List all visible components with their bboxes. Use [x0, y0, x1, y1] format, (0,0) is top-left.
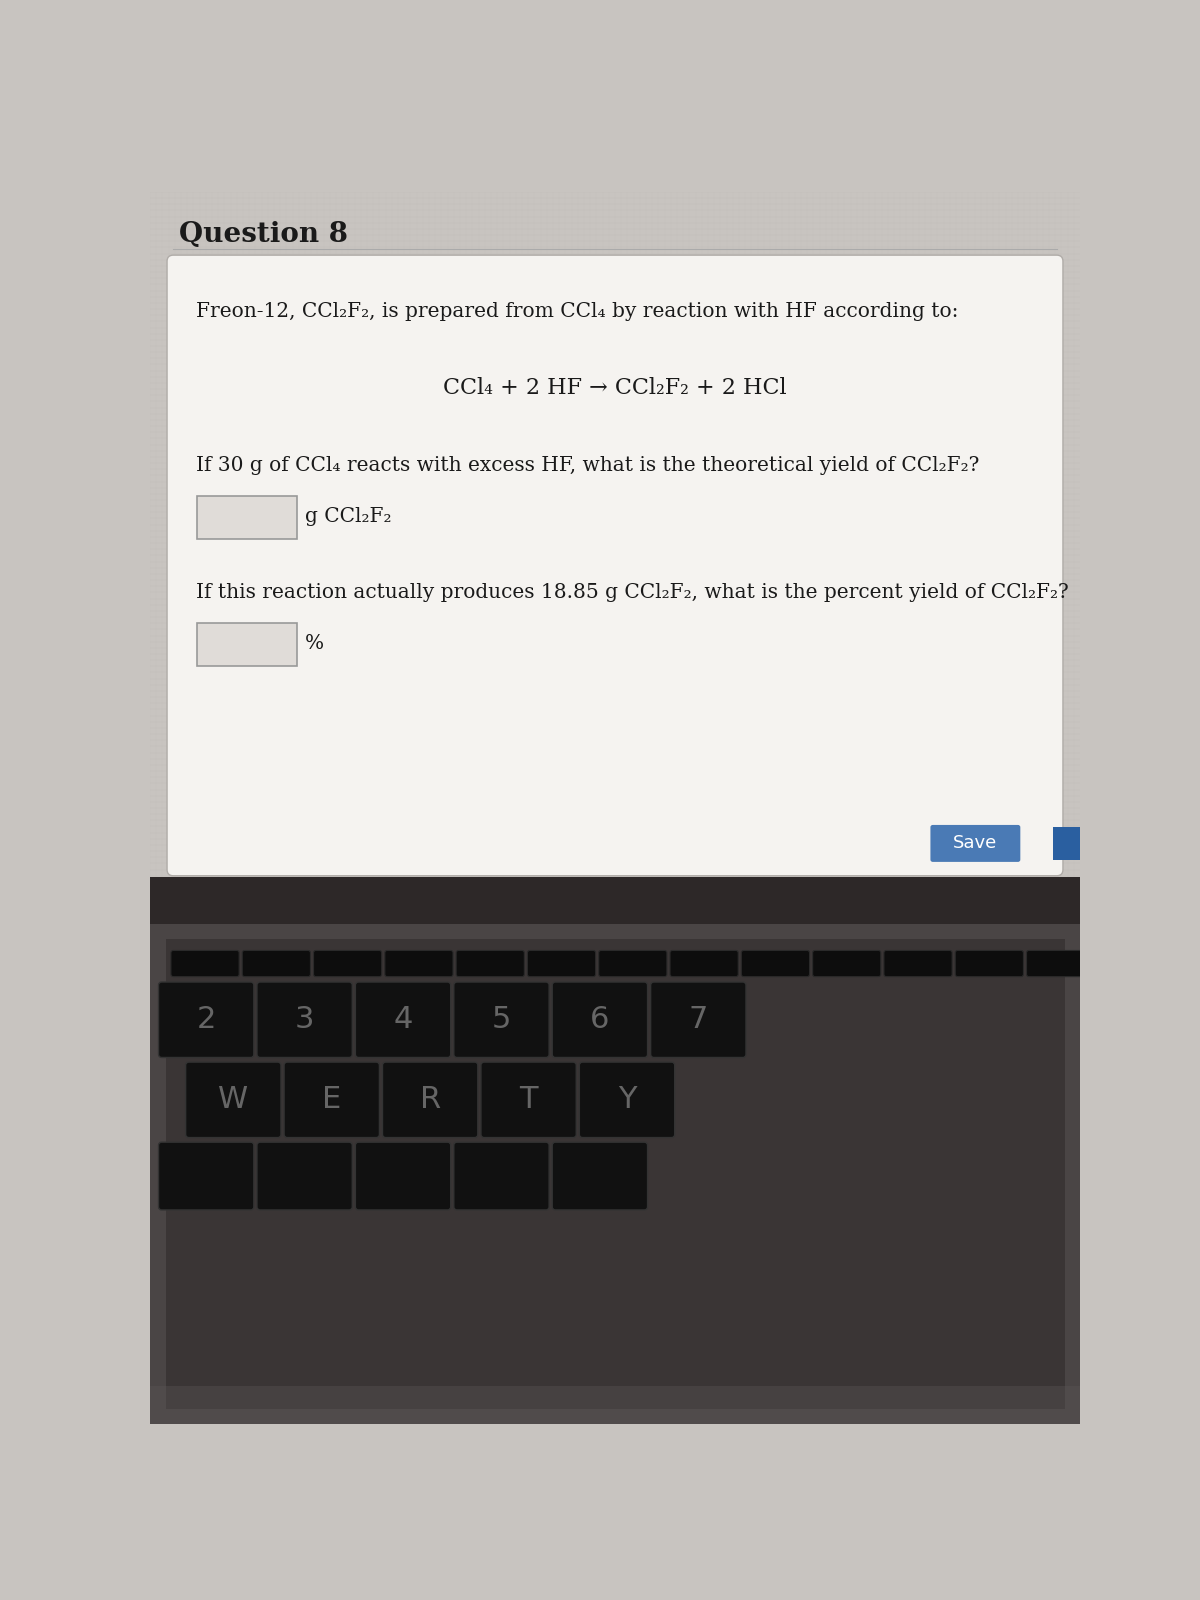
Bar — [1052, 827, 1092, 859]
Text: T: T — [520, 1085, 538, 1114]
Text: R: R — [420, 1085, 440, 1114]
FancyBboxPatch shape — [812, 950, 881, 976]
FancyBboxPatch shape — [930, 826, 1020, 862]
FancyBboxPatch shape — [257, 982, 353, 1058]
Text: If 30 g of CCl₄ reacts with excess HF, what is the theoretical yield of CCl₂F₂?: If 30 g of CCl₄ reacts with excess HF, w… — [197, 456, 980, 475]
Text: 5: 5 — [492, 1005, 511, 1034]
Text: 3: 3 — [295, 1005, 314, 1034]
FancyBboxPatch shape — [552, 1142, 648, 1210]
Text: If this reaction actually produces 18.85 g CCl₂F₂, what is the percent yield of : If this reaction actually produces 18.85… — [197, 582, 1069, 602]
FancyBboxPatch shape — [742, 950, 810, 976]
Text: 7: 7 — [689, 1005, 708, 1034]
FancyBboxPatch shape — [955, 950, 1024, 976]
FancyBboxPatch shape — [670, 950, 738, 976]
Bar — [150, 923, 1080, 1424]
FancyBboxPatch shape — [186, 1062, 281, 1138]
FancyBboxPatch shape — [170, 950, 239, 976]
FancyBboxPatch shape — [385, 950, 454, 976]
Text: Freon-12, CCl₂F₂, is prepared from CCl₄ by reaction with HF according to:: Freon-12, CCl₂F₂, is prepared from CCl₄ … — [197, 302, 959, 322]
FancyBboxPatch shape — [355, 1142, 451, 1210]
Bar — [166, 939, 1064, 1408]
FancyBboxPatch shape — [383, 1062, 478, 1138]
Text: Save: Save — [953, 835, 997, 853]
FancyBboxPatch shape — [242, 950, 311, 976]
FancyBboxPatch shape — [481, 1062, 576, 1138]
FancyBboxPatch shape — [158, 982, 254, 1058]
FancyBboxPatch shape — [552, 982, 648, 1058]
FancyBboxPatch shape — [650, 982, 746, 1058]
FancyBboxPatch shape — [599, 950, 667, 976]
Bar — [150, 877, 1080, 923]
FancyBboxPatch shape — [257, 1142, 353, 1210]
FancyBboxPatch shape — [197, 624, 298, 666]
FancyBboxPatch shape — [580, 1062, 674, 1138]
FancyBboxPatch shape — [456, 950, 524, 976]
Text: g CCl₂F₂: g CCl₂F₂ — [305, 507, 391, 526]
FancyBboxPatch shape — [158, 1142, 254, 1210]
Text: CCl₄ + 2 HF → CCl₂F₂ + 2 HCl: CCl₄ + 2 HF → CCl₂F₂ + 2 HCl — [443, 378, 787, 400]
FancyBboxPatch shape — [355, 982, 451, 1058]
FancyBboxPatch shape — [197, 496, 298, 539]
Text: E: E — [322, 1085, 341, 1114]
Bar — [150, 1386, 1080, 1424]
Text: W: W — [218, 1085, 248, 1114]
Text: 4: 4 — [394, 1005, 413, 1034]
FancyBboxPatch shape — [454, 982, 550, 1058]
Text: 6: 6 — [590, 1005, 610, 1034]
Text: Question 8: Question 8 — [180, 221, 348, 248]
FancyBboxPatch shape — [284, 1062, 379, 1138]
Text: Y: Y — [618, 1085, 636, 1114]
FancyBboxPatch shape — [1026, 950, 1094, 976]
Text: %: % — [305, 635, 324, 653]
FancyBboxPatch shape — [884, 950, 952, 976]
FancyBboxPatch shape — [454, 1142, 550, 1210]
FancyBboxPatch shape — [167, 254, 1063, 875]
FancyBboxPatch shape — [528, 950, 595, 976]
FancyBboxPatch shape — [313, 950, 382, 976]
Text: 2: 2 — [197, 1005, 216, 1034]
